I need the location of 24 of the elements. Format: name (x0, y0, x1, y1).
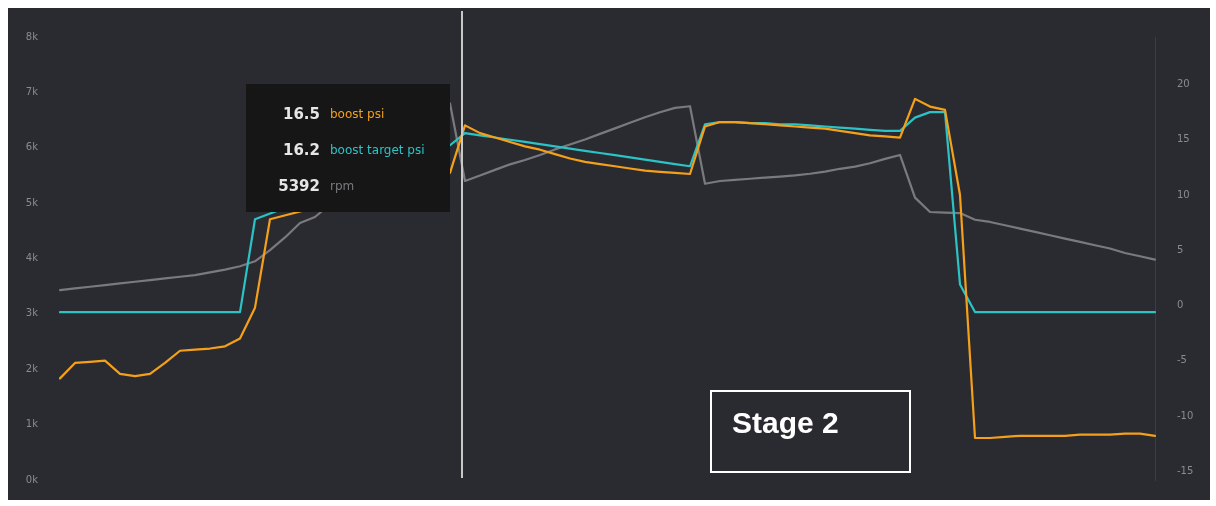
y-tick-label: 1k (25, 418, 39, 430)
annotation: 16.5 (282, 105, 320, 123)
y2-tick-label: 10 (1177, 188, 1190, 200)
y2-tick-label: 15 (1177, 133, 1190, 145)
y-tick-label: 2k (25, 362, 39, 374)
series-label: boost target psi (330, 143, 425, 157)
y2-tick-label: 0 (1177, 299, 1184, 311)
y2-tick-label: 20 (1177, 78, 1190, 90)
y-tick-label: 5k (25, 196, 39, 208)
y-tick-label: 7k (25, 85, 39, 97)
y2-tick-label: -10 (1177, 409, 1194, 421)
y-tick-label: 0k (25, 473, 39, 485)
annotation: Stage 2 (710, 390, 911, 473)
annotation: 5392 (277, 177, 320, 195)
y2-tick-label: 5 (1177, 243, 1184, 255)
y-tick-label: 4k (25, 252, 39, 264)
y-tick-label: 3k (25, 307, 39, 319)
y-tick-label: 8k (25, 30, 39, 42)
text: boost psi (330, 107, 385, 121)
y-tick-label: 6k (25, 141, 39, 153)
annotation: 16.2 (282, 141, 320, 159)
y2-tick-label: -15 (1177, 464, 1194, 476)
series-label: rpm (330, 179, 355, 193)
y2-tick-label: -5 (1177, 354, 1187, 366)
